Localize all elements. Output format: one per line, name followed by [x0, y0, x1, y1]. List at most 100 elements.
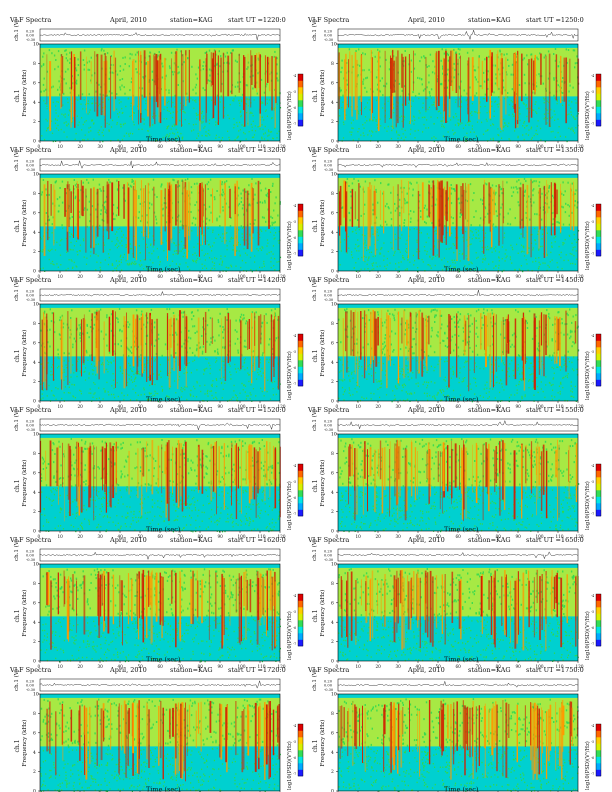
band-speckle	[216, 219, 218, 222]
speckle-cell	[229, 103, 231, 106]
sferic-streak	[550, 186, 551, 221]
speckle-cell	[398, 270, 400, 273]
speckle-cell	[129, 364, 131, 367]
speckle-cell	[405, 373, 407, 376]
speckle-cell	[418, 258, 420, 260]
speckle-cell	[416, 251, 418, 253]
speckle-cell	[88, 372, 90, 374]
sferic-streak	[277, 315, 280, 390]
speckle-cell	[358, 245, 360, 247]
band-speckle	[430, 345, 432, 348]
speckle-cell	[454, 132, 456, 134]
sferic-streak	[489, 186, 491, 232]
speckle-cell	[351, 256, 354, 259]
speckle-cell	[75, 265, 77, 267]
sferic-streak	[133, 190, 135, 217]
band-speckle	[69, 61, 71, 64]
sferic-streak	[234, 186, 236, 215]
sferic-streak	[530, 58, 533, 118]
speckle-cell	[121, 240, 123, 242]
band-speckle	[447, 59, 450, 62]
speckle-cell	[168, 396, 170, 398]
speckle-cell	[572, 115, 574, 118]
speckle-cell	[492, 139, 494, 141]
speckle-cell	[187, 266, 189, 268]
speckle-cell	[564, 238, 566, 241]
speckle-cell	[55, 398, 57, 400]
sferic-streak	[514, 54, 515, 92]
speckle-cell	[71, 117, 73, 120]
sferic-streak	[377, 51, 380, 132]
speckle-cell	[223, 106, 225, 109]
y-tick-label: 6	[33, 340, 36, 346]
speckle-cell	[244, 133, 246, 135]
speckle-cell	[376, 99, 378, 102]
band-speckle	[202, 68, 205, 71]
speckle-cell	[239, 392, 241, 394]
speckle-cell	[40, 383, 42, 385]
speckle-cell	[459, 98, 461, 100]
band-speckle	[374, 55, 376, 58]
speckle-cell	[397, 382, 399, 385]
speckle-cell	[42, 397, 44, 399]
band-speckle	[191, 191, 193, 194]
speckle-cell	[145, 243, 147, 246]
x-tick-label: 60	[456, 144, 462, 149]
speckle-cell	[485, 118, 487, 121]
speckle-cell	[566, 376, 569, 379]
band-speckle	[423, 55, 425, 58]
speckle-cell	[122, 369, 124, 372]
band-speckle	[69, 217, 71, 220]
sferic-streak	[177, 318, 179, 389]
speckle-cell	[510, 99, 512, 102]
speckle-cell	[79, 244, 81, 246]
speckle-cell	[528, 367, 530, 369]
band-speckle	[166, 308, 168, 311]
speckle-cell	[479, 367, 481, 370]
band-speckle	[41, 65, 43, 68]
speckle-cell	[178, 265, 180, 268]
speckle-cell	[446, 388, 448, 390]
band-speckle	[518, 179, 520, 182]
band-speckle	[160, 185, 162, 188]
speckle-cell	[177, 253, 179, 255]
sferic-streak	[82, 185, 84, 217]
band-speckle	[240, 225, 242, 228]
sferic-streak	[438, 50, 440, 106]
speckle-cell	[258, 125, 261, 127]
speckle-cell	[495, 246, 497, 248]
y-tick-label: 8	[331, 191, 334, 197]
band-speckle	[458, 85, 461, 88]
speckle-cell	[572, 262, 574, 265]
speckle-cell	[501, 246, 503, 248]
band-speckle	[406, 192, 408, 195]
band-speckle	[81, 332, 84, 335]
band-speckle	[119, 79, 121, 81]
speckle-cell	[528, 387, 530, 389]
sferic-streak	[468, 57, 470, 122]
panel-station: station=KAG	[468, 276, 511, 284]
band-speckle	[426, 215, 428, 218]
y-axis-label: Frequency (kHz)	[21, 330, 28, 377]
band-speckle	[164, 343, 167, 346]
speckle-cell	[133, 111, 135, 114]
band-speckle	[151, 188, 154, 191]
band-speckle	[211, 80, 213, 83]
band-speckle	[191, 311, 193, 314]
speckle-cell	[159, 364, 161, 366]
speckle-cell	[575, 250, 577, 252]
speckle-cell	[196, 137, 198, 139]
band-speckle	[341, 207, 343, 209]
panel-title: VLF Spectra	[307, 146, 349, 154]
speckle-cell	[67, 267, 69, 270]
band-speckle	[358, 48, 360, 51]
colorbar-segment	[596, 106, 601, 114]
speckle-cell	[428, 237, 430, 239]
speckle-cell	[459, 394, 461, 396]
band-speckle	[72, 346, 74, 349]
speckle-cell	[48, 384, 50, 387]
band-speckle	[238, 202, 241, 205]
speckle-cell	[188, 362, 190, 364]
speckle-cell	[216, 379, 218, 381]
speckle-cell	[416, 360, 418, 362]
